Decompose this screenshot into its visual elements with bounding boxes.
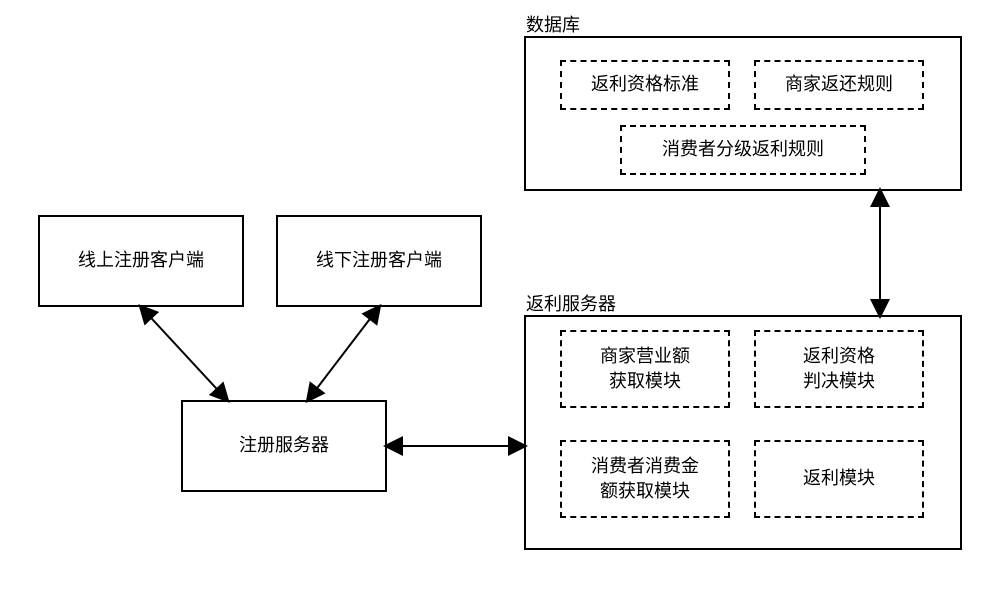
- node-reg-server: 注册服务器: [181, 400, 387, 492]
- node-rs-mod3: 消费者消费金额获取模块: [560, 440, 730, 518]
- node-label: 线上注册客户端: [78, 248, 204, 273]
- node-label: 返利模块: [803, 466, 875, 491]
- database-title: 数据库: [526, 11, 580, 37]
- node-rs-mod4: 返利模块: [754, 440, 924, 518]
- node-rs-mod2: 返利资格判决模块: [754, 330, 924, 408]
- node-offline-client: 线下注册客户端: [276, 215, 482, 307]
- node-label: 注册服务器: [239, 433, 329, 458]
- node-db-item2: 商家返还规则: [754, 60, 924, 110]
- edge: [308, 307, 379, 400]
- node-rs-mod1: 商家营业额获取模块: [560, 330, 730, 408]
- node-label: 返利资格判决模块: [803, 344, 875, 394]
- rebate-server-title: 返利服务器: [526, 290, 616, 316]
- node-db-item3: 消费者分级返利规则: [620, 125, 866, 175]
- edge: [141, 307, 227, 400]
- node-label: 消费者分级返利规则: [662, 137, 824, 162]
- node-online-client: 线上注册客户端: [38, 215, 244, 307]
- diagram-canvas: 线上注册客户端 线下注册客户端 注册服务器 数据库 返利资格标准 商家返还规则 …: [0, 0, 1000, 606]
- node-label: 线下注册客户端: [316, 248, 442, 273]
- node-label: 商家返还规则: [785, 72, 893, 97]
- node-db-item1: 返利资格标准: [560, 60, 730, 110]
- node-label: 商家营业额获取模块: [600, 344, 690, 394]
- node-label: 返利资格标准: [591, 72, 699, 97]
- node-label: 消费者消费金额获取模块: [591, 454, 699, 504]
